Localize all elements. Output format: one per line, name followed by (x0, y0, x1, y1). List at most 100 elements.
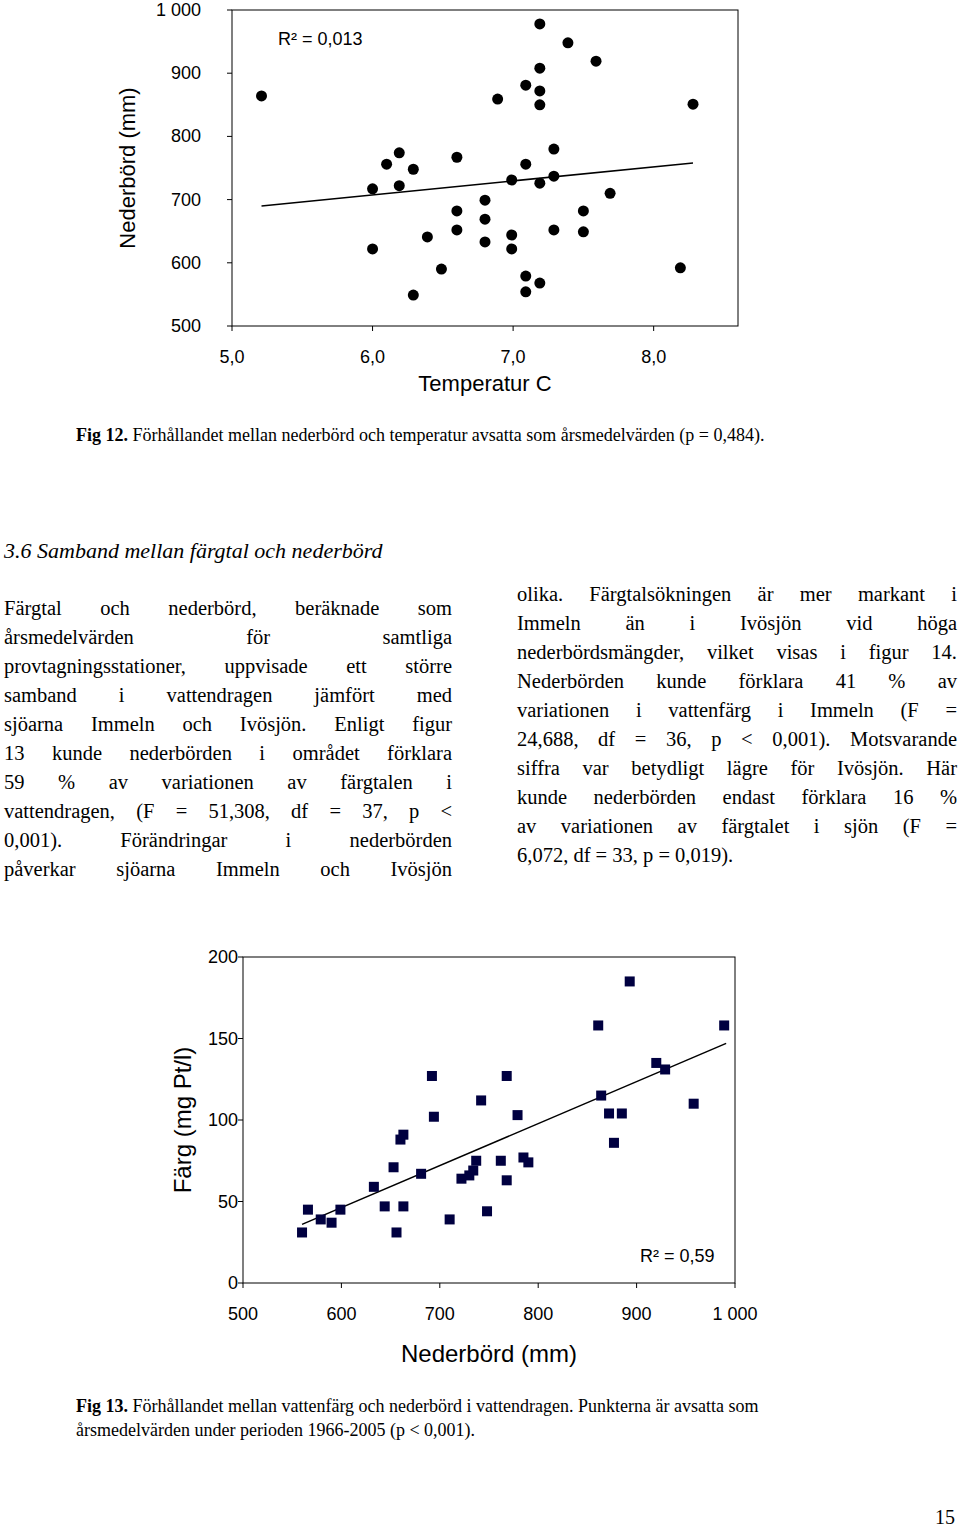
text-line: 6,072, df = 33, p = 0,019). (517, 841, 957, 870)
page-number: 15 (935, 1506, 955, 1529)
data-point (596, 1091, 606, 1101)
data-point (429, 1112, 439, 1122)
text-line: variationen i vattenfärg i Immeln (F = (517, 696, 957, 725)
data-point (604, 1108, 614, 1118)
data-point (445, 1214, 455, 1224)
data-point (506, 243, 517, 254)
x-tick (439, 1283, 440, 1288)
x-tick (653, 326, 654, 331)
data-point (506, 229, 517, 240)
text-line: Nederbörden kunde förklara 41 % av (517, 667, 957, 696)
text-line: påverkar sjöarna Immeln och Ivösjön (4, 855, 452, 884)
data-point (380, 1201, 390, 1211)
x-tick-label: 5,0 (219, 347, 244, 367)
data-point (534, 18, 545, 29)
data-point (548, 144, 559, 155)
data-point (367, 183, 378, 194)
y-tick (227, 326, 232, 327)
data-point (436, 264, 447, 275)
text-line: sjöarna Immeln och Ivösjön. Enligt figur (4, 710, 452, 739)
x-axis-title: Temperatur C (418, 371, 551, 396)
data-point (422, 231, 433, 242)
annotation: R² = 0,013 (278, 29, 363, 49)
data-point (480, 214, 491, 225)
data-point (675, 262, 686, 273)
caption-line: årsmedelvärden under perioden 1966-2005 … (76, 1418, 475, 1442)
plot-frame (232, 10, 738, 326)
x-tick-label: 6,0 (360, 347, 385, 367)
text-column: olika. Färgtalsökningen är mer markant i… (517, 580, 957, 870)
data-point (335, 1205, 345, 1215)
text-line: olika. Färgtalsökningen är mer markant i (517, 580, 957, 609)
y-tick (238, 1120, 243, 1121)
text-line: vattendragen, (F = 51,308, df = 37, p < (4, 797, 452, 826)
data-point (591, 56, 602, 67)
data-point (548, 224, 559, 235)
x-tick (538, 1283, 539, 1288)
caption-line: Fig 12. Förhållandet mellan nederbörd oc… (76, 423, 764, 447)
caption-text: Förhållandet mellan vattenfärg och neder… (133, 1396, 759, 1416)
data-point (394, 180, 405, 191)
data-point (502, 1175, 512, 1185)
y-tick-label: 0 (228, 1273, 238, 1293)
y-tick-label: 800 (171, 126, 201, 146)
x-tick (513, 326, 514, 331)
data-point (389, 1162, 399, 1172)
chart: 2001501005005006007008009001 000Färg (mg… (169, 947, 757, 1367)
y-tick-label: 200 (208, 947, 238, 967)
text-line: Färgtal och nederbörd, beräknade som (4, 594, 452, 623)
data-point (427, 1071, 437, 1081)
plot-marks (297, 976, 729, 1237)
trendline (262, 163, 694, 206)
data-point (617, 1108, 627, 1118)
page: 1 0009008007006005005,06,07,08,0Nederbör… (0, 0, 960, 1529)
x-tick-label: 7,0 (501, 347, 526, 367)
text-line: Immeln än i Ivösjön vid höga (517, 609, 957, 638)
data-point (534, 178, 545, 189)
data-point (651, 1058, 661, 1068)
y-tick (227, 262, 232, 263)
data-point (520, 80, 531, 91)
text-line: siffra var betydligt lägre för Ivösjön. … (517, 754, 957, 783)
y-tick-label: 600 (171, 253, 201, 273)
data-point (327, 1218, 337, 1228)
text-line: provtagningsstationer, uppvisade ett stö… (4, 652, 452, 681)
data-point (534, 99, 545, 110)
data-point (625, 976, 635, 986)
caption-text: årsmedelvärden under perioden 1966-2005 … (76, 1420, 475, 1440)
data-point (381, 159, 392, 170)
y-tick (227, 199, 232, 200)
trendline (302, 1043, 726, 1224)
data-point (534, 85, 545, 96)
x-tick (735, 1283, 736, 1288)
y-tick-label: 100 (208, 1110, 238, 1130)
data-point (520, 159, 531, 170)
text-line: 13 kunde nederbörden i området förklara (4, 739, 452, 768)
data-point (416, 1169, 426, 1179)
x-tick (243, 1283, 244, 1288)
y-axis-title: Färg (mg Pt/l) (169, 1047, 196, 1194)
text-line: samband i vattendragen jämfört med (4, 681, 452, 710)
y-tick-label: 700 (171, 190, 201, 210)
data-point (408, 164, 419, 175)
data-point (256, 90, 267, 101)
data-point (480, 236, 491, 247)
section-heading: 3.6 Samband mellan färgtal och nederbörd (4, 538, 382, 564)
data-point (578, 205, 589, 216)
x-tick-label: 8,0 (641, 347, 666, 367)
x-axis-title: Nederbörd (mm) (401, 1340, 577, 1367)
y-tick-label: 1 000 (156, 0, 201, 20)
plot-frame (243, 957, 735, 1283)
data-point (520, 286, 531, 297)
y-tick (238, 1201, 243, 1202)
data-point (408, 290, 419, 301)
y-tick-label: 50 (218, 1192, 238, 1212)
x-tick (372, 326, 373, 331)
data-point (482, 1206, 492, 1216)
data-point (476, 1095, 486, 1105)
data-point (451, 205, 462, 216)
x-tick-label: 1 000 (712, 1304, 757, 1324)
data-point (688, 99, 699, 110)
data-point (316, 1214, 326, 1224)
y-axis-title: Nederbörd (mm) (115, 87, 140, 248)
